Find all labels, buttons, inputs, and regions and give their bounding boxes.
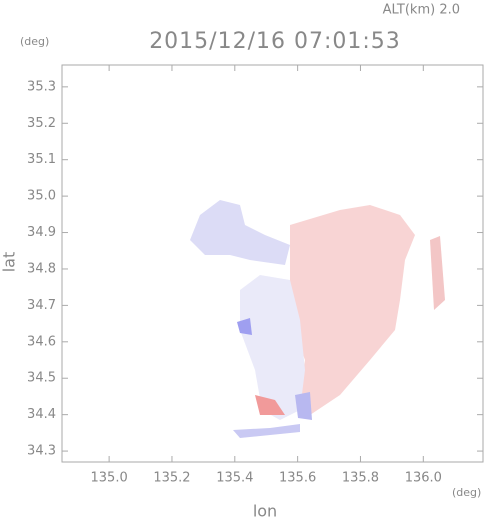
y-tick-label: 34.9 bbox=[27, 225, 56, 240]
x-axis-label: lon bbox=[253, 502, 277, 521]
altitude-label: ALT(km) 2.0 bbox=[383, 3, 460, 18]
y-tick-label: 35.2 bbox=[27, 116, 56, 131]
x-tick-label: 135.2 bbox=[153, 471, 190, 486]
y-tick-label: 34.7 bbox=[27, 298, 56, 313]
x-tick-label: 135.0 bbox=[91, 471, 128, 486]
x-unit: (deg) bbox=[452, 486, 481, 499]
x-tick-label: 135.8 bbox=[342, 471, 379, 486]
x-tick-label: 135.4 bbox=[216, 471, 253, 486]
y-tick-label: 35.0 bbox=[27, 189, 56, 204]
x-tick-label: 135.6 bbox=[279, 471, 316, 486]
y-tick-label: 35.1 bbox=[27, 152, 56, 167]
y-tick-label: 34.8 bbox=[27, 261, 56, 276]
radar-field bbox=[190, 200, 445, 438]
y-tick-label: 34.3 bbox=[27, 444, 56, 459]
y-axis-label: lat bbox=[0, 252, 19, 273]
x-tick-label: 136.0 bbox=[405, 471, 442, 486]
chart-title: 2015/12/16 07:01:53 bbox=[149, 29, 401, 54]
plot-frame bbox=[61, 64, 484, 463]
y-tick-label: 35.3 bbox=[27, 79, 56, 94]
y-tick-label: 34.5 bbox=[27, 371, 56, 386]
y-tick-label: 34.4 bbox=[27, 407, 56, 422]
y-unit: (deg) bbox=[20, 35, 49, 48]
y-tick-label: 34.6 bbox=[27, 334, 56, 349]
